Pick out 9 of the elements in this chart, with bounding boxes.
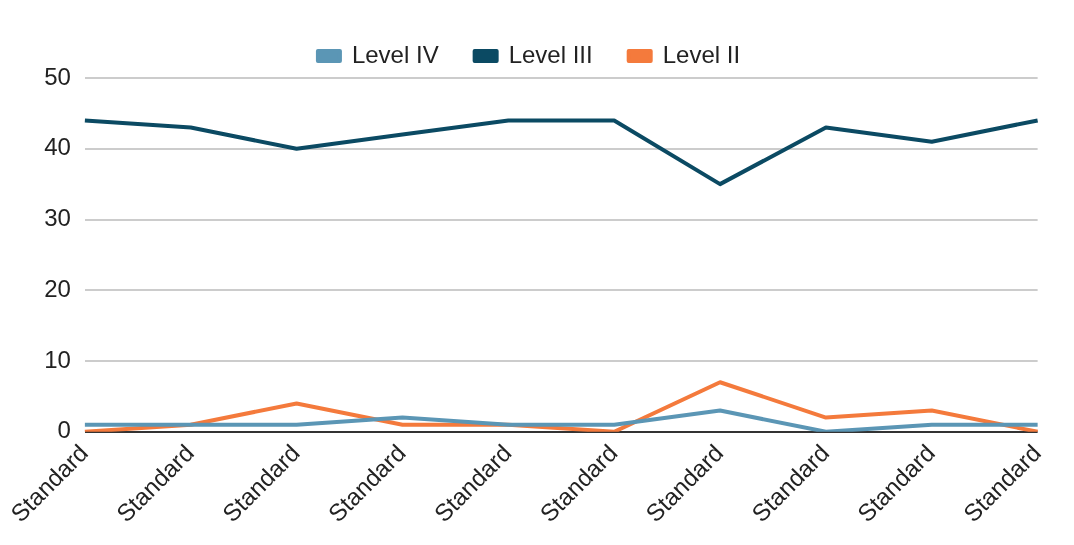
y-tick-label: 0: [57, 416, 71, 444]
legend-label: Level II: [662, 40, 741, 68]
y-tick-label: 30: [44, 204, 71, 232]
legend-label: Level III: [508, 40, 593, 68]
y-tick-label: 40: [44, 133, 71, 161]
y-tick-label: 50: [44, 62, 71, 90]
y-tick-label: 10: [44, 345, 71, 373]
y-tick-label: 20: [44, 274, 71, 302]
legend-label: Level IV: [351, 40, 439, 68]
